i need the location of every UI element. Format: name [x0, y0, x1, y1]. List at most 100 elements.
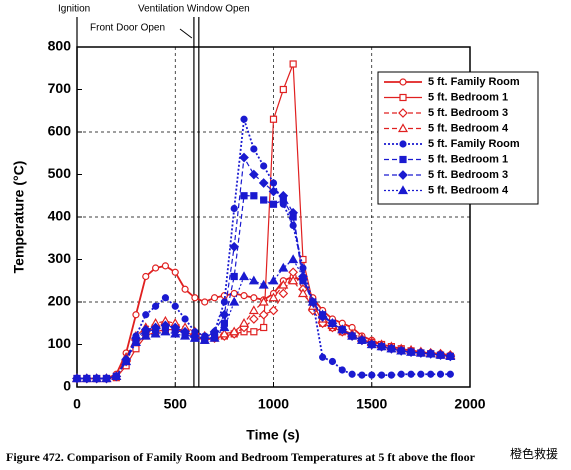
point	[406, 346, 417, 356]
point	[427, 370, 435, 378]
point	[250, 328, 258, 336]
point	[240, 292, 248, 300]
point	[278, 262, 289, 272]
point	[297, 271, 309, 281]
point	[338, 366, 346, 374]
point	[258, 309, 269, 320]
point	[229, 296, 240, 306]
point	[327, 318, 338, 327]
point	[425, 348, 436, 358]
point	[249, 314, 259, 324]
point	[348, 370, 356, 378]
point	[415, 347, 426, 357]
point	[269, 179, 278, 187]
point	[210, 294, 219, 302]
point	[81, 373, 92, 383]
y-axis-title: Temperature (°C)	[11, 161, 27, 274]
y-tick-label: 100	[48, 335, 72, 351]
series-line	[77, 118, 451, 380]
y-tick-label: 600	[48, 123, 72, 139]
point	[366, 339, 377, 349]
point	[278, 279, 289, 289]
series-line	[77, 258, 451, 380]
point	[260, 196, 268, 204]
point	[130, 337, 141, 346]
point	[121, 356, 132, 366]
y-tick-label: 200	[48, 293, 72, 309]
x-tick-label: 1000	[258, 396, 289, 412]
point	[269, 200, 278, 208]
point	[258, 279, 269, 289]
point	[240, 192, 248, 200]
point	[250, 294, 258, 302]
point	[209, 332, 220, 342]
point	[387, 371, 395, 379]
point	[269, 115, 278, 123]
legend-marker	[399, 155, 407, 164]
x-tick-label: 2000	[454, 396, 485, 412]
legend-label: 5 ft. Family Room	[428, 76, 520, 88]
legend-label: 5 ft. Bedroom 1	[428, 91, 508, 103]
point	[268, 292, 279, 302]
point	[111, 371, 122, 380]
point	[170, 328, 181, 338]
point	[347, 330, 358, 340]
point	[376, 341, 387, 351]
x-tick-label: 500	[164, 396, 188, 412]
point	[191, 294, 199, 302]
point	[201, 298, 209, 306]
point	[268, 305, 279, 316]
point	[140, 330, 151, 340]
point	[268, 186, 279, 197]
point	[249, 169, 259, 180]
legend-label: 5 ft. Bedroom 3	[428, 107, 508, 119]
y-tick-label: 500	[48, 165, 72, 181]
point	[160, 326, 171, 336]
point	[171, 302, 179, 310]
caption: Figure 472. Comparison of Family Room an…	[6, 450, 476, 464]
point	[396, 345, 407, 355]
point	[358, 371, 366, 379]
point	[445, 351, 456, 360]
point	[258, 296, 269, 306]
point	[229, 326, 240, 336]
point	[71, 373, 83, 383]
event-arrow	[179, 28, 193, 39]
point	[171, 268, 179, 276]
point	[337, 324, 348, 334]
point	[288, 207, 298, 218]
legend-label: 5 ft. Family Room	[428, 138, 520, 150]
point	[278, 190, 289, 201]
event-label: Front Door Open	[90, 23, 165, 34]
event-label: Ignition	[58, 4, 90, 15]
point	[436, 370, 445, 378]
legend-marker	[399, 140, 407, 148]
point	[328, 357, 337, 366]
point	[189, 332, 200, 342]
point	[239, 152, 249, 163]
point	[317, 309, 328, 319]
x-axis-title: Time (s)	[246, 427, 299, 443]
point	[278, 288, 289, 299]
point	[161, 294, 170, 302]
legend-label: 5 ft. Bedroom 4	[428, 122, 509, 134]
point	[219, 309, 230, 320]
legend-marker	[398, 108, 408, 118]
point	[132, 311, 140, 319]
point	[250, 192, 258, 200]
point	[132, 345, 140, 353]
legend-marker	[399, 78, 407, 86]
legend-label: 5 ft. Bedroom 4	[428, 184, 509, 196]
legend-marker	[398, 170, 408, 180]
point	[180, 330, 191, 340]
event-label: Ventilation Window Open	[138, 4, 250, 15]
legend-marker	[397, 123, 409, 133]
legend-marker	[397, 185, 409, 195]
point	[238, 318, 250, 327]
point	[219, 328, 230, 338]
point	[417, 370, 425, 378]
point	[230, 204, 238, 213]
point	[219, 322, 230, 332]
point	[150, 328, 161, 338]
